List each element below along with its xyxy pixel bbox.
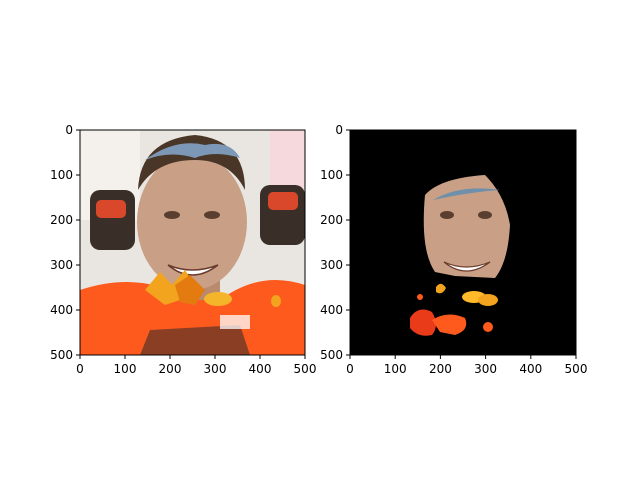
left-x-axis: 0 100 200 300 400 500 [76,355,316,376]
left-y-axis: 0 100 200 300 400 500 [50,123,80,362]
original-photo [80,130,305,355]
x-tick-label: 0 [346,362,354,376]
x-tick-label: 100 [114,362,137,376]
y-tick-label: 0 [65,123,73,137]
right-y-axis: 0 100 200 300 400 500 [320,123,350,362]
x-tick-label: 500 [294,362,317,376]
y-tick-label: 200 [320,213,343,227]
y-tick-label: 400 [50,303,73,317]
y-tick-label: 100 [320,168,343,182]
y-tick-label: 300 [320,258,343,272]
y-tick-label: 400 [320,303,343,317]
y-tick-label: 300 [50,258,73,272]
right-axes-frame [349,129,577,356]
left-axes-frame [79,129,306,356]
x-tick-label: 500 [565,362,588,376]
y-tick-label: 200 [50,213,73,227]
x-tick-label: 300 [474,362,497,376]
x-tick-label: 200 [159,362,182,376]
y-tick-label: 100 [50,168,73,182]
x-tick-label: 400 [519,362,542,376]
left-panel: 0 100 200 300 400 500 0 100 200 300 400 500 [50,123,316,376]
x-tick-label: 400 [249,362,272,376]
y-tick-label: 0 [335,123,343,137]
y-tick-label: 500 [320,348,343,362]
right-x-axis: 0 100 200 300 400 500 [346,355,587,376]
x-tick-label: 200 [429,362,452,376]
x-tick-label: 300 [204,362,227,376]
right-panel: 0 100 200 300 400 500 0 100 200 300 400 500 [320,123,587,376]
y-tick-label: 500 [50,348,73,362]
x-tick-label: 0 [76,362,84,376]
x-tick-label: 100 [384,362,407,376]
masked-photo [350,130,576,355]
